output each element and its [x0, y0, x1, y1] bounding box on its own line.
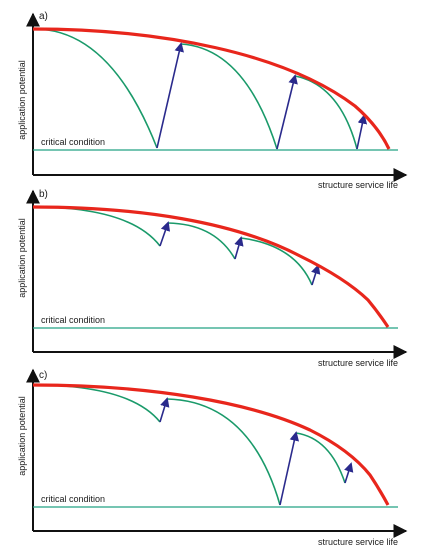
panel-b-x-axis-label: structure service life — [318, 358, 398, 368]
panel-c-critical-label: critical condition — [41, 494, 105, 504]
panel-b-repair-arrow-3 — [311, 264, 321, 286]
panel-a-repair-arrow-3 — [356, 114, 368, 150]
panel-b-repair-arrow-1 — [159, 221, 171, 247]
panel-b-critical-label: critical condition — [41, 315, 105, 325]
panel-b-y-axis-label: application potential — [17, 218, 27, 298]
panel-a-x-axis-label: structure service life — [318, 180, 398, 190]
panel-a-degradation-2 — [180, 43, 278, 150]
panel-b-label: b) — [39, 189, 48, 200]
panel-a-critical-label: critical condition — [41, 137, 105, 147]
panel-b-degradation-2 — [167, 222, 236, 260]
panel-c-degradation-3 — [295, 432, 346, 484]
panel-b: b) application potential structure servi… — [17, 189, 408, 368]
panel-b-envelope-curve — [32, 205, 390, 328]
panel-c-envelope-curve — [32, 383, 390, 506]
panel-c-x-axis-label: structure service life — [318, 537, 398, 547]
panel-a-label: a) — [39, 11, 48, 22]
panel-c-y-axis-label: application potential — [17, 396, 27, 476]
panel-a-repair-arrow-1 — [156, 42, 184, 149]
panel-a-degradation-1 — [32, 28, 158, 149]
panel-c-repair-arrow-1 — [159, 397, 170, 423]
panel-b-degradation-3 — [240, 237, 313, 286]
panel-a-envelope-curve — [32, 27, 391, 150]
panel-a: a) application potential structure servi… — [17, 11, 408, 190]
panel-a-y-axis-label: application potential — [17, 60, 27, 140]
panel-c-repair-arrow-3 — [344, 462, 354, 484]
panel-b-repair-arrow-2 — [234, 236, 244, 260]
panel-c-repair-arrow-2 — [279, 431, 300, 506]
panel-a-repair-arrow-2 — [276, 74, 298, 150]
panel-a-degradation-3 — [294, 75, 358, 150]
panel-c: c) application potential structure servi… — [17, 368, 408, 547]
panel-c-label: c) — [39, 370, 47, 381]
panel-c-degradation-2 — [166, 398, 281, 506]
